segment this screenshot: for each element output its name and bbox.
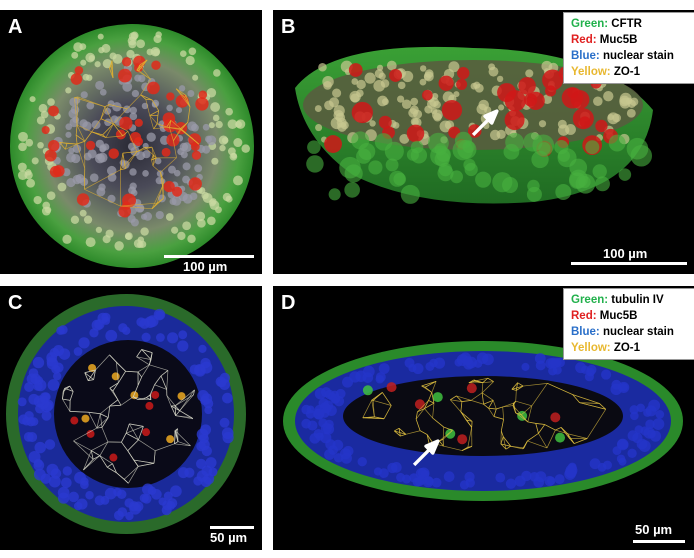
panel-a-scale-label: 100 µm [183, 259, 228, 274]
panel-b-image [295, 46, 653, 204]
legend-item: Yellow: ZO-1 [571, 342, 641, 354]
organoid-lumen [343, 376, 623, 456]
organoid-lumen [54, 340, 202, 488]
legend-item: Blue: nuclear stain [571, 50, 674, 62]
zo1-network [62, 349, 195, 484]
panel-b: B Green: CFTR Red: Muc5B Blue: nuclear s… [273, 10, 694, 274]
panel-c-image [6, 294, 246, 534]
panel-a-image [10, 24, 254, 268]
panel-b-legend: Green: CFTR Red: Muc5B Blue: nuclear sta… [563, 12, 694, 84]
panel-d-legend: Green: tubulin IV Red: Muc5B Blue: nucle… [563, 288, 694, 360]
panel-c: C 50 µm [0, 286, 262, 550]
panel-a: A 100 µm [0, 10, 262, 274]
arrow-icon [471, 109, 499, 137]
legend-item: Green: CFTR [571, 18, 642, 30]
panel-c-scale-label: 50 µm [210, 530, 248, 545]
panel-d-scale-label: 50 µm [635, 522, 673, 537]
organoid-cells [301, 352, 665, 490]
panel-c-scale-bar [210, 526, 254, 529]
arrow-icon [412, 439, 440, 467]
legend-item: Yellow: ZO-1 [571, 66, 641, 78]
panel-a-letter: A [8, 16, 23, 38]
panel-d-scale-bar [633, 540, 685, 543]
panel-b-scale-label: 100 µm [603, 246, 648, 261]
panel-c-letter: C [8, 292, 23, 314]
legend-item: Blue: nuclear stain [571, 326, 674, 338]
bowl-cells [306, 60, 653, 204]
panel-a-scale-bar [164, 255, 254, 258]
legend-item: Red: Muc5B [571, 34, 638, 46]
zo1-network [59, 59, 200, 210]
legend-item: Green: tubulin IV [571, 294, 664, 306]
panel-b-scale-bar [571, 262, 687, 265]
panel-d: D Green: tubulin IV Red: Muc5B Blue: nuc… [273, 286, 694, 550]
zo1-network [362, 377, 607, 451]
panel-b-letter: B [281, 16, 296, 38]
panel-d-letter: D [281, 292, 296, 314]
ring-nuclei [17, 308, 234, 521]
panel-d-image [283, 341, 683, 501]
legend-item: Red: Muc5B [571, 310, 638, 322]
